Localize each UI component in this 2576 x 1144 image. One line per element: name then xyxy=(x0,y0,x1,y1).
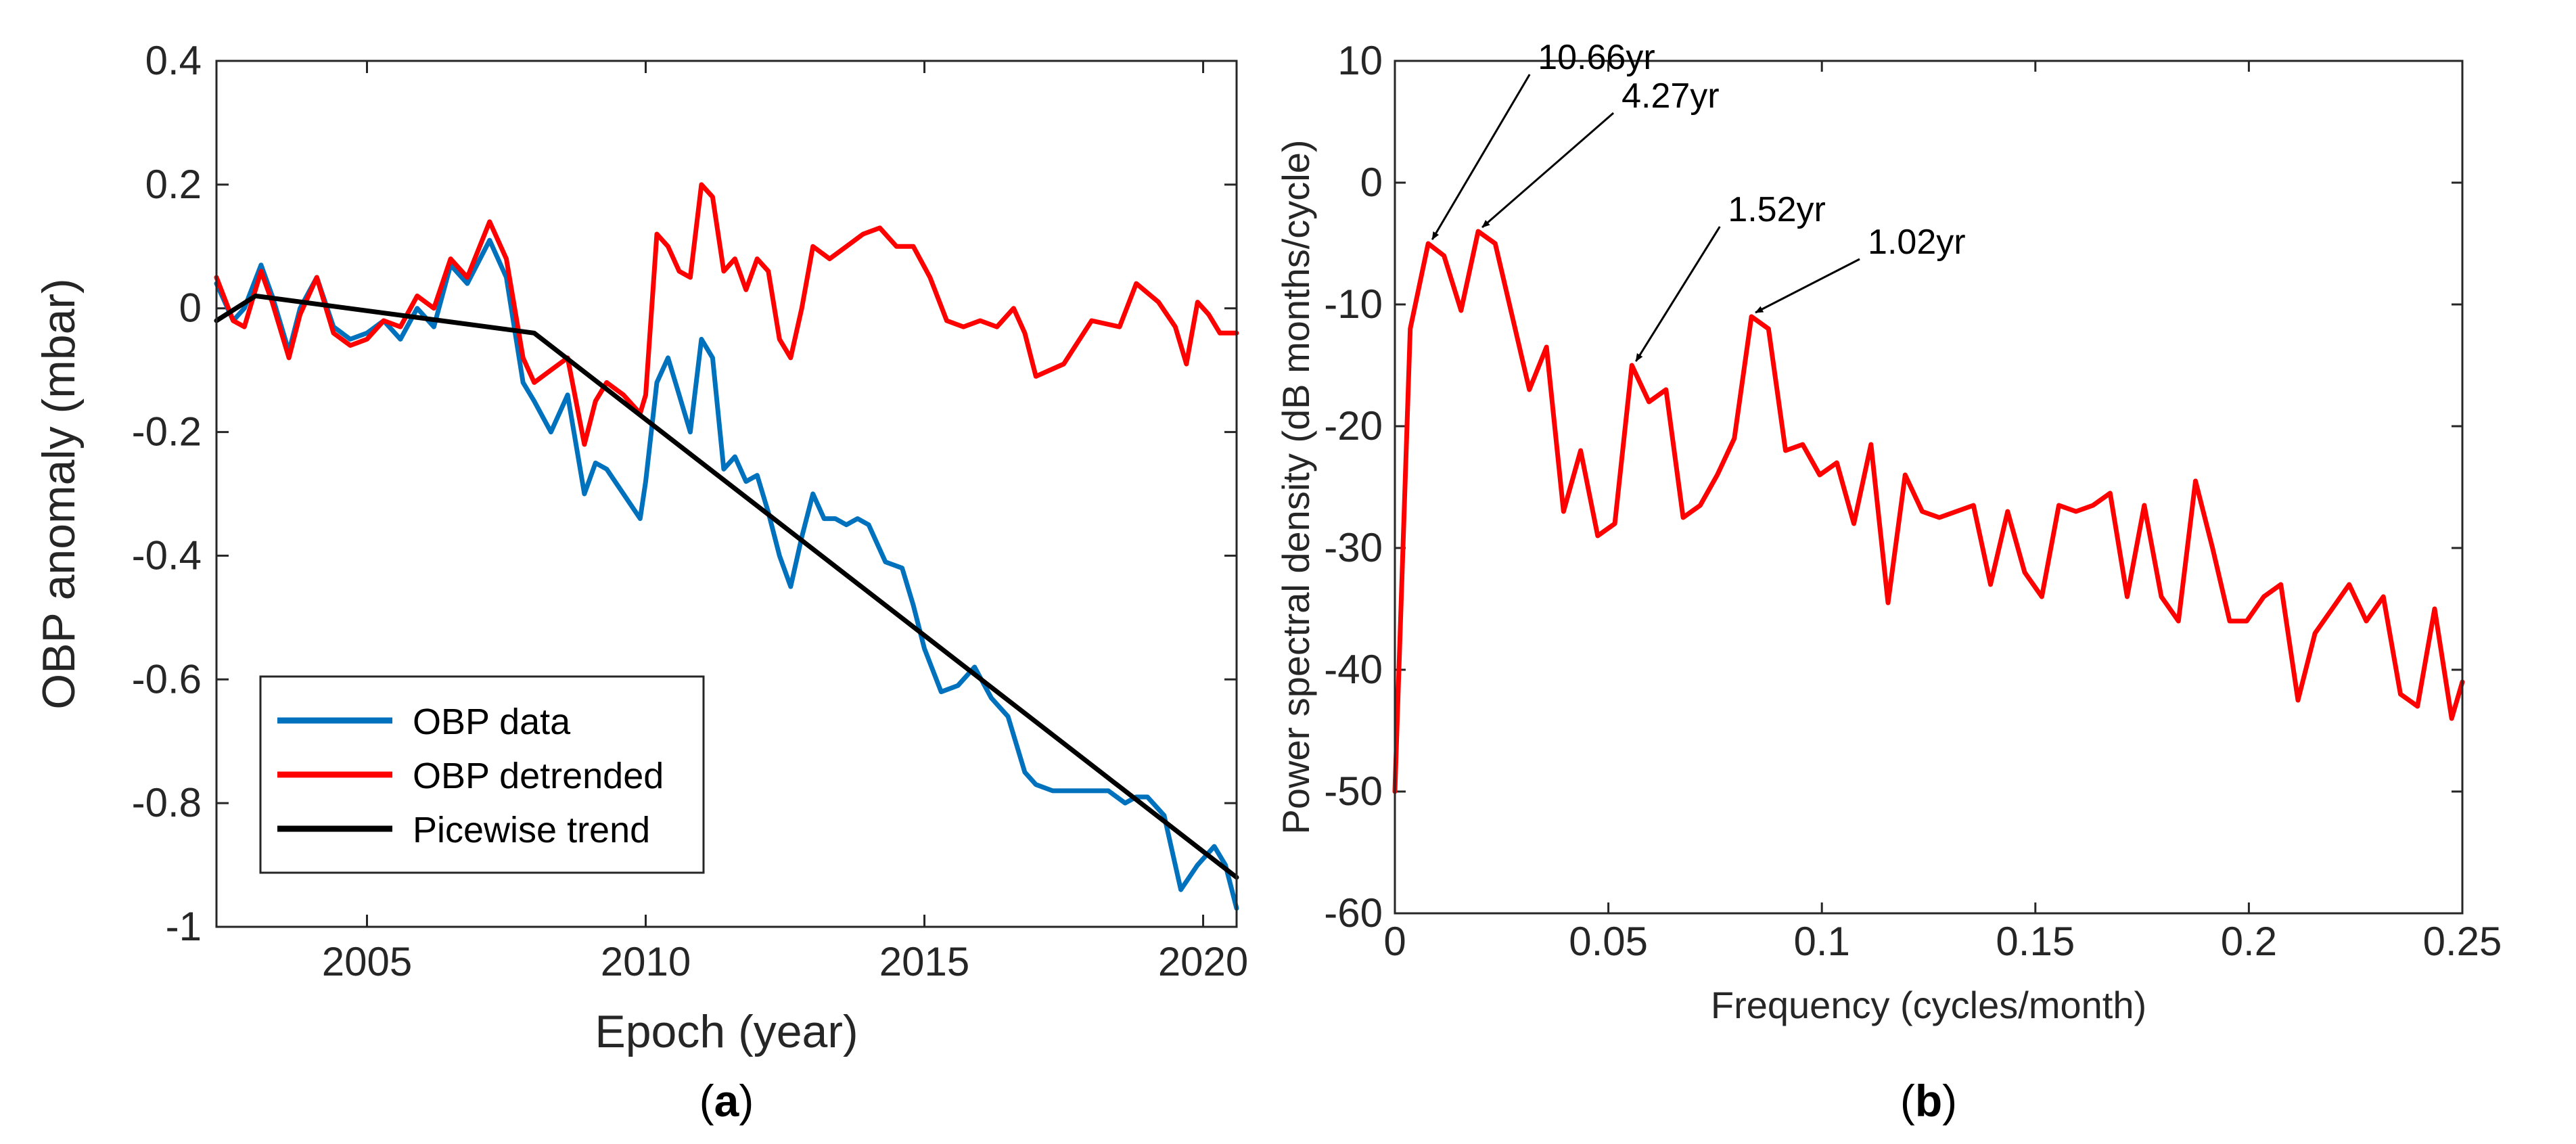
legend-label-picewise-trend: Picewise trend xyxy=(413,810,650,850)
chart-a-ytick-label-m0m8: -0.8 xyxy=(132,780,202,825)
chart-b-series-psd xyxy=(1392,229,2465,794)
annotation-label-1-02yr: 1.02yr xyxy=(1868,223,1966,262)
chart-b-xtick-label-0-25: 0.25 xyxy=(2423,919,2502,964)
chart-b-xtick-label-0: 0 xyxy=(1383,919,1406,964)
chart-b-axes-frame xyxy=(1394,60,2464,915)
chart-a-ytick-label-m0m4: -0.4 xyxy=(132,532,202,578)
chart-b-ticks: 0 0.05 0.1 0.15 0.2 0.25 -60 -50 -40 -30 -20 -10 0 10 xyxy=(1324,38,2502,964)
chart-a-ytick-label-0m4: 0.4 xyxy=(145,38,202,83)
chart-b-ytick-label-m20: -20 xyxy=(1324,403,1383,449)
annotation-label-10-66yr: 10.66yr xyxy=(1538,38,1655,77)
chart-b-plot-area xyxy=(1395,61,2462,913)
chart-a-ytick-label-m1: -1 xyxy=(166,904,202,949)
chart-a-ylabel: OBP anomaly (mbar) xyxy=(33,278,85,709)
annotation-arrow-4-27yr xyxy=(1481,112,1615,229)
legend-label-obp-detrended: OBP detrended xyxy=(413,756,664,796)
chart-a-ytick-label-0: 0 xyxy=(179,285,202,331)
legend-label-obp-data: OBP data xyxy=(413,702,571,742)
chart-a: 2005 2010 2015 2020 -1 -0.8 -0.6 -0.4 -0.2 0 0.2 0.… xyxy=(33,38,1248,1057)
chart-b-series-group xyxy=(1392,229,2465,794)
chart-a-series-picewise-trend xyxy=(214,293,1239,880)
chart-a-xtick-label-2005: 2005 xyxy=(322,939,412,984)
annotation-arrow-1-52yr xyxy=(1635,226,1721,362)
chart-b: 0 0.05 0.1 0.15 0.2 0.25 -60 -50 -40 -30 -20 -10 0 10… xyxy=(1274,38,2502,1026)
chart-a-series-obp-data xyxy=(214,237,1239,911)
chart-b-xtick-label-0-05: 0.05 xyxy=(1569,919,1648,964)
chart-a-xlabel: Epoch (year) xyxy=(595,1006,858,1057)
chart-b-ytick-label-m50: -50 xyxy=(1324,769,1383,814)
panel-label-a: (a) xyxy=(699,1076,754,1126)
chart-a-ticks: 2005 2010 2015 2020 -1 -0.8 -0.6 -0.4 -0.2 0 0.2 0.… xyxy=(132,38,1249,984)
panel-label-b: (b) xyxy=(1900,1076,1957,1126)
chart-a-legend: OBP data OBP detrended Picewise trend xyxy=(259,675,705,874)
chart-a-ytick-label-0m2: 0.2 xyxy=(145,162,202,207)
chart-b-xtick-label-0-15: 0.15 xyxy=(1996,919,2075,964)
chart-b-ytick-label-0: 0 xyxy=(1360,160,1383,205)
chart-a-xtick-label-2010: 2010 xyxy=(601,939,691,984)
chart-a-series-group xyxy=(214,182,1239,911)
chart-a-ytick-label-m0m2: -0.2 xyxy=(132,409,202,455)
annotation-arrow-10-66yr xyxy=(1431,74,1531,240)
chart-b-ytick-label-m40: -40 xyxy=(1324,647,1383,692)
annotation-arrow-1-02yr xyxy=(1755,258,1860,314)
chart-b-ytick-label-m60: -60 xyxy=(1324,890,1383,936)
annotation-label-1-52yr: 1.52yr xyxy=(1728,190,1826,229)
chart-b-ytick-label-10: 10 xyxy=(1337,38,1383,83)
annotation-label-4-27yr: 4.27yr xyxy=(1622,76,1720,116)
chart-b-ytick-label-m10: -10 xyxy=(1324,281,1383,327)
chart-a-xtick-label-2015: 2015 xyxy=(879,939,969,984)
chart-b-xtick-label-0-2: 0.2 xyxy=(2221,919,2277,964)
chart-b-xlabel: Frequency (cycles/month) xyxy=(1711,984,2146,1026)
chart-b-ytick-label-m30: -30 xyxy=(1324,525,1383,570)
chart-a-series-obp-detrended xyxy=(214,182,1239,447)
chart-b-ylabel: Power spectral density (dB months/cycle) xyxy=(1274,139,1317,834)
chart-b-xtick-label-0-1: 0.1 xyxy=(1793,919,1849,964)
chart-a-xtick-label-2020: 2020 xyxy=(1158,939,1248,984)
chart-a-axes-frame xyxy=(215,60,1238,928)
chart-a-ytick-label-m0m6: -0.6 xyxy=(132,656,202,702)
